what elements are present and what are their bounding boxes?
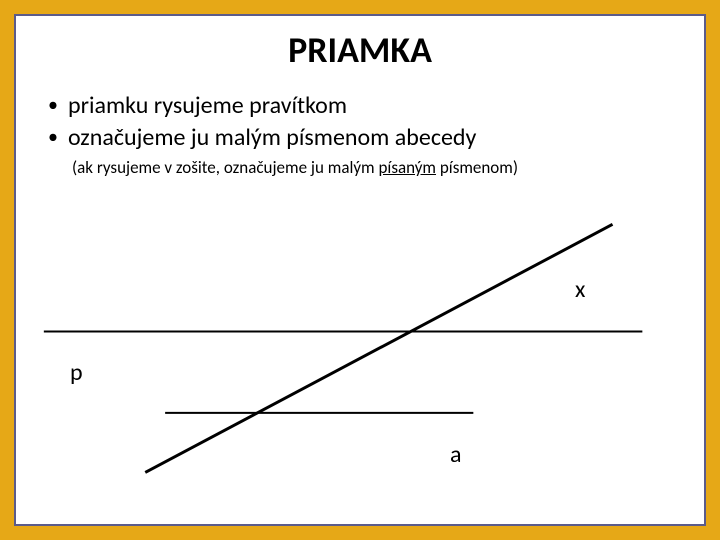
bullet-item: • označujeme ju malým písmenom abecedy <box>44 122 684 154</box>
line-x <box>145 224 612 472</box>
bullet-dot-icon: • <box>48 122 58 152</box>
bullet-note: (ak rysujeme v zošite, označujeme ju mal… <box>72 157 684 180</box>
note-suffix: písmenom) <box>436 157 518 178</box>
slide-panel: PRIAMKA • priamku rysujeme pravítkom • o… <box>14 14 706 526</box>
bullet-item: • priamku rysujeme pravítkom <box>44 90 684 122</box>
slide-title: PRIAMKA <box>36 28 684 72</box>
label-p: p <box>70 358 83 387</box>
label-a: a <box>450 440 462 469</box>
note-underlined: písaným <box>378 157 436 178</box>
bullet-text: priamku rysujeme pravítkom <box>68 90 347 122</box>
bullet-text: označujeme ju malým písmenom abecedy <box>68 122 476 154</box>
outer-frame: PRIAMKA • priamku rysujeme pravítkom • o… <box>0 0 720 540</box>
bullet-list: • priamku rysujeme pravítkom • označujem… <box>44 90 684 180</box>
label-x: x <box>575 275 585 304</box>
note-prefix: (ak rysujeme v zošite, označujeme ju mal… <box>72 157 378 178</box>
bullet-dot-icon: • <box>48 90 58 120</box>
